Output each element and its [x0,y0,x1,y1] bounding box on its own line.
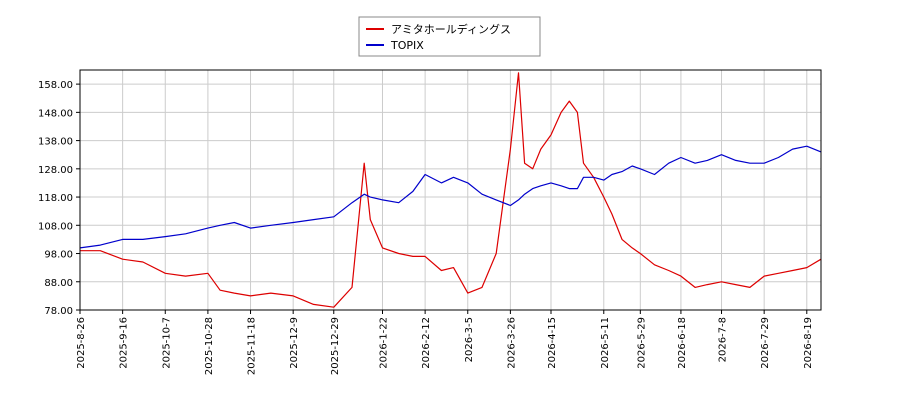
legend-box [358,16,541,57]
x-tick-label: 2026-4-15 [547,317,558,369]
x-tick-label: 2026-2-12 [421,317,432,369]
x-tick-label: 2026-5-29 [636,317,647,369]
legend: アミタホールディングス TOPIX [358,16,541,57]
plot-frame [79,69,822,311]
legend-label-topix: TOPIX [390,39,424,52]
plot-background [80,70,821,310]
x-tick-label: 2025-12-29 [330,317,341,375]
x-tick-label: 2026-6-18 [677,317,688,369]
series-line-topix [79,145,822,249]
y-tick-label: 88.00 [44,278,73,289]
y-axis-ticks: 78.00 88.00 98.00 108.00 118.00 128.00 138.00 1… [38,80,80,317]
x-tick-label: 2026-7-29 [760,317,771,369]
x-tick-label: 2025-10-7 [161,317,172,369]
y-tick-label: 108.00 [38,221,73,232]
x-tick-label: 2026-8-19 [803,317,814,369]
x-tick-label: 2025-11-18 [247,317,258,375]
x-tick-label: 2025-8-26 [76,317,87,369]
y-tick-label: 98.00 [44,250,73,261]
y-tick-label: 138.00 [38,137,73,148]
x-axis-ticks: 2025-8-26 2025-9-16 2025-10-7 2025-10-28 202… [76,310,814,375]
y-tick-label: 148.00 [38,108,73,119]
x-tick-label: 2025-9-16 [119,317,130,369]
x-tick-label: 2026-3-26 [506,317,517,369]
x-tick-label: 2025-10-28 [204,317,215,375]
x-tick-label: 2026-1-22 [378,317,389,369]
grid [79,70,821,311]
y-tick-label: 158.00 [38,80,73,91]
y-tick-label: 78.00 [44,306,73,317]
x-tick-label: 2026-5-11 [600,317,611,369]
series-line-amita [80,72,822,308]
x-tick-label: 2026-3-5 [464,317,475,362]
y-tick-label: 128.00 [38,165,73,176]
legend-label-amita: アミタホールディングス [391,22,511,36]
y-tick-label: 118.00 [38,193,73,204]
x-tick-label: 2026-7-8 [718,317,729,362]
x-tick-label: 2025-12-9 [289,317,300,369]
series-layer [79,72,822,308]
